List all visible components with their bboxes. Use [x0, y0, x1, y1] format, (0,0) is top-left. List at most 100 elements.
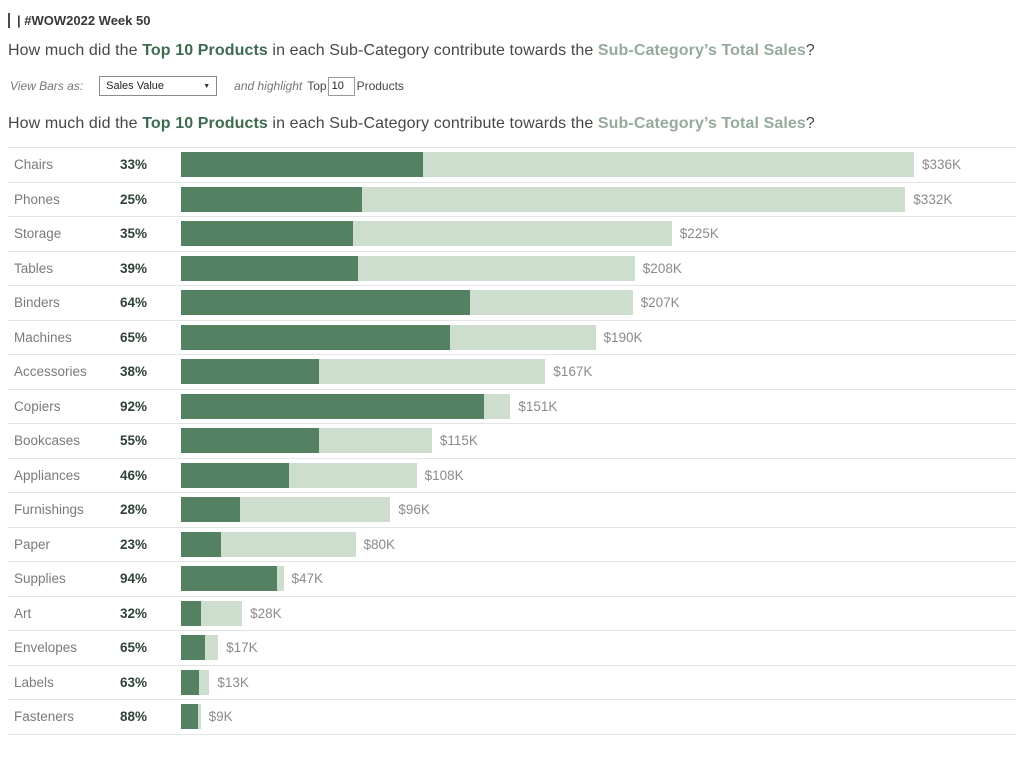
row-value: $115K [439, 433, 478, 449]
bar-top10[interactable] [181, 186, 363, 212]
bar-total[interactable] [181, 462, 417, 488]
title-text: ? [805, 42, 815, 59]
bar-total[interactable] [181, 531, 356, 557]
table-row: Furnishings 28% $96K [8, 492, 1016, 527]
view-bars-label: View Bars as: [10, 79, 84, 93]
bar-total[interactable] [181, 152, 914, 178]
bar-total[interactable] [181, 393, 511, 419]
bar-total[interactable] [181, 221, 672, 247]
bar-track: $167K [170, 359, 1016, 385]
bar-total[interactable] [181, 290, 633, 316]
bar-track: $96K [170, 497, 1016, 523]
table-row: Machines 65% $190K [8, 319, 1016, 355]
table-row: Paper 23% $80K [8, 526, 1016, 562]
bar-total[interactable] [181, 428, 432, 454]
chevron-down-icon: ▼ [203, 82, 211, 90]
bar-track: $151K [170, 393, 1016, 419]
table-row: Supplies 94% $47K [8, 561, 1016, 596]
table-row: Tables 39% $208K [8, 250, 1016, 286]
chart-title-highlight-total-sales: Sub-Category’s Total Sales [597, 115, 806, 132]
row-pct: 38% [120, 364, 148, 380]
table-row: Envelopes 65% $17K [8, 630, 1016, 665]
row-value: $190K [603, 329, 643, 345]
row-pct: 25% [120, 191, 148, 207]
bar-top10[interactable] [181, 290, 471, 316]
bar-total[interactable] [181, 324, 596, 350]
bar-top10[interactable] [181, 497, 240, 523]
row-value: $167K [553, 364, 593, 380]
row-pct: 63% [120, 674, 148, 690]
bar-track: $190K [170, 324, 1016, 350]
bar-track: $80K [170, 531, 1016, 557]
bar-top10[interactable] [181, 152, 423, 178]
bar-total[interactable] [181, 497, 391, 523]
top-label: Top [307, 79, 327, 93]
highlight-label: and highlight [234, 79, 303, 93]
title-text: in each Sub-Category contribute towards … [267, 42, 598, 59]
bar-top10[interactable] [181, 255, 358, 281]
bar-top10[interactable] [181, 600, 201, 626]
view-bars-select[interactable]: Sales Value ▼ [99, 76, 218, 96]
bar-top10[interactable] [181, 669, 199, 695]
bar-top10[interactable] [181, 635, 206, 661]
table-row: Storage 35% $225K [8, 216, 1016, 251]
bar-track: $115K [170, 428, 1016, 454]
row-label: Appliances [14, 467, 81, 483]
bar-top10[interactable] [181, 393, 485, 419]
row-value: $96K [398, 502, 430, 518]
row-value: $17K [226, 640, 258, 656]
bar-track: $208K [170, 255, 1016, 281]
chart-title-text: ? [805, 115, 815, 132]
row-value: $9K [208, 709, 233, 725]
row-label: Chairs [14, 157, 54, 173]
row-pct: 28% [120, 502, 148, 518]
header: | #WOW2022 Week 50 [8, 12, 1024, 30]
row-label: Envelopes [14, 640, 78, 656]
row-pct: 35% [120, 226, 148, 242]
bar-track: $47K [170, 566, 1016, 592]
bar-total[interactable] [181, 566, 284, 592]
row-pct: 92% [120, 398, 148, 414]
bar-total[interactable] [181, 255, 635, 281]
row-pct: 64% [120, 295, 148, 311]
row-label: Binders [14, 295, 60, 311]
bar-top10[interactable] [181, 359, 320, 385]
row-label: Accessories [14, 364, 87, 380]
bar-top10[interactable] [181, 566, 278, 592]
table-row: Labels 63% $13K [8, 664, 1016, 700]
chart-title-text: in each Sub-Category contribute towards … [267, 115, 598, 132]
bar-track: $9K [170, 704, 1016, 730]
bar-total[interactable] [181, 186, 906, 212]
bar-top10[interactable] [181, 704, 199, 730]
row-label: Tables [14, 260, 54, 276]
row-value: $207K [640, 295, 680, 311]
bar-top10[interactable] [181, 462, 290, 488]
row-pct: 55% [120, 433, 148, 449]
bar-track: $17K [170, 635, 1016, 661]
bar-top10[interactable] [181, 531, 222, 557]
row-label: Paper [14, 536, 51, 552]
chart-title-highlight-top10: Top 10 Products [142, 115, 268, 132]
bar-total[interactable] [181, 359, 546, 385]
top-n-input[interactable] [327, 76, 355, 96]
bar-total[interactable] [181, 600, 243, 626]
chart-title-text: How much did the [8, 115, 143, 132]
bar-track: $225K [170, 221, 1016, 247]
row-pct: 88% [120, 709, 148, 725]
row-label: Fasteners [14, 709, 75, 725]
row-value: $108K [424, 467, 464, 483]
bar-track: $207K [170, 290, 1016, 316]
row-pct: 33% [120, 157, 148, 173]
row-label: Labels [14, 674, 54, 690]
bar-top10[interactable] [181, 221, 353, 247]
row-pct: 65% [120, 640, 148, 656]
bar-top10[interactable] [181, 324, 451, 350]
bar-total[interactable] [181, 635, 219, 661]
title-text: How much did the [8, 42, 143, 59]
bar-top10[interactable] [181, 428, 319, 454]
bar-total[interactable] [181, 704, 201, 730]
title-highlight-top10: Top 10 Products [142, 42, 268, 59]
row-value: $225K [679, 226, 719, 242]
bar-total[interactable] [181, 669, 210, 695]
row-pct: 39% [120, 260, 148, 276]
